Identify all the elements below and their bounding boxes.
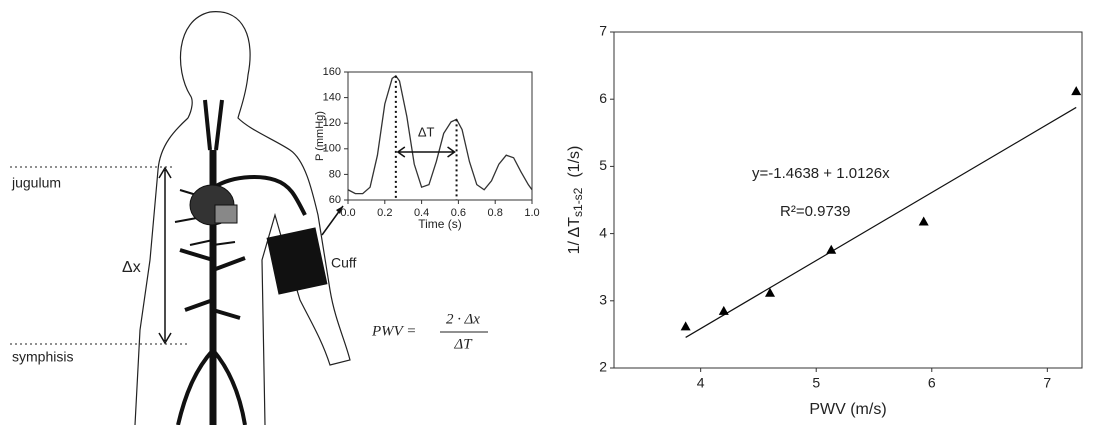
- delta-t-label: ΔT: [418, 124, 435, 139]
- x-tick-label: 6: [928, 375, 936, 391]
- x-tick-label: 5: [812, 375, 820, 391]
- data-point: [826, 244, 837, 254]
- data-point: [680, 321, 691, 331]
- pressure-line: [347, 74, 533, 195]
- y-tick-label: 3: [599, 292, 607, 308]
- delta-x-label: Δx: [122, 259, 141, 276]
- arteries: [174, 99, 307, 425]
- x-tick-label: 7: [1043, 375, 1051, 391]
- y-tick-label: 2: [599, 359, 607, 375]
- y-tick-label: 140: [323, 92, 341, 104]
- body-illustration: [134, 11, 351, 425]
- cuff-label: Cuff: [331, 255, 357, 271]
- y-tick-label: 80: [329, 168, 341, 180]
- x-tick-label: 0.8: [488, 207, 503, 219]
- data-point: [765, 287, 775, 297]
- y-tick-label: 120: [323, 117, 341, 129]
- x-axis-label: Time (s): [418, 217, 462, 231]
- x-tick-label: 0.6: [451, 207, 466, 219]
- delta-t-arrow: [396, 146, 456, 158]
- fit-line: [685, 106, 1077, 338]
- y-axis-label-sub: s1-s2: [571, 187, 585, 217]
- y-tick-label: 60: [329, 194, 341, 206]
- formula-lhs: PWV =: [371, 323, 416, 339]
- y-tick-label: 5: [599, 157, 607, 173]
- plot-frame: [613, 31, 1083, 369]
- y-tick-label: 4: [599, 224, 607, 240]
- fit-r2: R²=0.9739: [780, 203, 850, 220]
- data-point: [918, 216, 929, 226]
- y-axis-label: P (mmHg): [314, 111, 326, 161]
- y-tick-label: 100: [323, 143, 341, 155]
- symphisis-label: symphisis: [12, 349, 73, 365]
- data-point: [718, 305, 729, 315]
- y-axis-label-main: 1/ ΔT: [566, 217, 583, 255]
- x-tick-label: 0.4: [414, 207, 429, 219]
- x-tick-label: 1.0: [524, 207, 539, 219]
- plot-frame: [347, 71, 533, 201]
- x-tick-label: 0.2: [377, 207, 392, 219]
- x-axis-label: PWV (m/s): [809, 401, 886, 418]
- x-tick-label: 4: [697, 375, 705, 391]
- formula-numerator: 2 · Δx: [446, 311, 480, 327]
- jugulum-label: jugulum: [11, 175, 61, 191]
- fit-equation: y=-1.4638 + 1.0126x: [752, 165, 890, 182]
- y-axis-label: 1/ ΔTs1-s2 (1/s): [566, 146, 585, 255]
- delta-x-arrow: [158, 166, 172, 345]
- x-tick-label: 0.0: [340, 207, 355, 219]
- cuff: [266, 205, 344, 295]
- y-tick-label: 7: [599, 23, 607, 39]
- y-tick-label: 160: [323, 66, 341, 78]
- data-point: [1071, 86, 1082, 96]
- y-tick-label: 6: [599, 90, 607, 106]
- y-axis-label-unit: (1/s): [566, 146, 583, 178]
- formula-denominator: ΔT: [453, 336, 473, 352]
